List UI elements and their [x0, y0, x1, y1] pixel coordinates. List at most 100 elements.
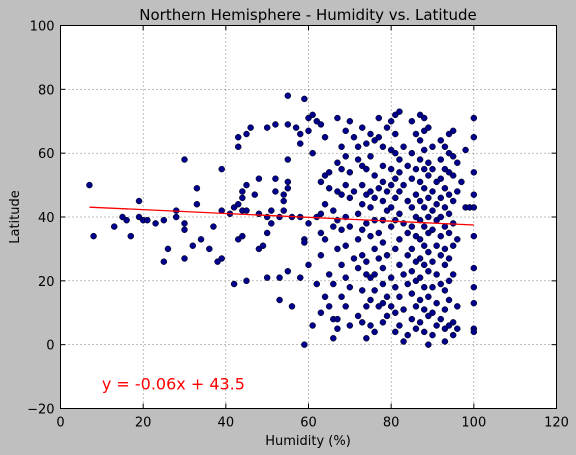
data-point — [243, 207, 250, 214]
data-point — [449, 153, 457, 160]
data-point — [342, 153, 349, 160]
data-point — [454, 325, 461, 332]
data-point — [433, 299, 440, 307]
data-point — [429, 309, 436, 316]
x-tick-label: 120 — [544, 416, 569, 431]
chart-title: Northern Hemisphere - Humidity vs. Latit… — [139, 6, 476, 24]
data-point — [354, 236, 362, 243]
data-point — [284, 156, 292, 163]
data-point — [396, 210, 403, 218]
data-point — [317, 178, 325, 186]
data-point — [420, 328, 428, 336]
data-point — [86, 181, 93, 189]
data-point — [412, 191, 420, 198]
data-point — [383, 312, 391, 320]
data-point — [284, 121, 292, 128]
data-point — [243, 181, 250, 189]
data-point — [425, 268, 432, 275]
data-point — [408, 149, 416, 157]
data-point — [420, 146, 428, 154]
data-point — [425, 341, 432, 348]
data-point — [408, 315, 416, 323]
data-point — [354, 156, 362, 163]
data-point — [387, 303, 395, 310]
y-tick-label: 100 — [30, 20, 55, 35]
data-point — [346, 322, 354, 329]
x-tick-label: 40 — [218, 416, 235, 431]
data-point — [429, 207, 436, 214]
data-point — [181, 220, 188, 227]
data-point — [321, 293, 329, 301]
data-point — [354, 143, 362, 151]
data-point — [404, 162, 411, 170]
data-point — [429, 258, 436, 265]
data-point — [429, 143, 436, 151]
data-point — [127, 232, 135, 240]
data-point — [239, 194, 246, 202]
data-point — [330, 207, 337, 214]
data-point — [470, 328, 478, 336]
data-point — [425, 293, 432, 301]
data-point — [470, 299, 478, 307]
data-point — [206, 245, 213, 253]
data-point — [387, 181, 395, 189]
data-point — [330, 280, 337, 288]
data-point — [288, 303, 296, 310]
data-point — [280, 207, 287, 214]
data-point — [404, 280, 411, 288]
data-point — [268, 220, 275, 227]
data-point — [338, 293, 345, 301]
data-point — [276, 274, 283, 281]
data-point — [383, 252, 391, 259]
data-point — [416, 319, 424, 326]
data-point — [449, 127, 457, 135]
data-point — [272, 121, 279, 128]
data-point — [309, 149, 316, 157]
data-point — [321, 200, 329, 208]
data-point — [363, 165, 370, 173]
data-point — [416, 178, 424, 186]
data-point — [420, 185, 428, 192]
data-point — [408, 118, 416, 125]
data-point — [425, 124, 432, 131]
data-point — [404, 229, 411, 237]
data-point — [255, 175, 263, 182]
data-point — [342, 303, 349, 310]
data-point — [251, 191, 259, 198]
data-point — [458, 178, 465, 186]
data-point — [449, 197, 457, 205]
data-point — [363, 303, 370, 310]
data-point — [425, 194, 432, 202]
y-tick-label: 0 — [46, 339, 54, 354]
data-point — [470, 114, 478, 122]
data-point — [367, 322, 374, 329]
regression-line — [89, 206, 474, 226]
data-point — [305, 220, 312, 227]
data-point — [396, 188, 403, 195]
data-point — [181, 226, 188, 234]
data-point — [152, 220, 159, 227]
data-point — [218, 255, 225, 262]
data-point — [441, 245, 449, 253]
data-point — [454, 236, 461, 243]
data-point — [325, 185, 333, 192]
data-point — [396, 261, 403, 269]
data-point — [234, 200, 242, 208]
data-point — [350, 255, 358, 262]
data-point — [358, 124, 366, 131]
data-point — [243, 277, 250, 285]
data-point — [412, 303, 420, 310]
data-point — [210, 223, 217, 230]
data-point — [367, 153, 374, 160]
data-point — [379, 197, 387, 205]
data-point — [437, 137, 445, 144]
data-point — [416, 236, 424, 243]
data-point — [263, 229, 271, 237]
data-point — [392, 216, 399, 224]
data-point — [425, 159, 432, 166]
y-tick-label: 40 — [38, 211, 55, 226]
data-point — [400, 181, 407, 189]
data-point — [392, 245, 399, 253]
data-point — [437, 175, 445, 182]
data-point — [408, 290, 416, 297]
